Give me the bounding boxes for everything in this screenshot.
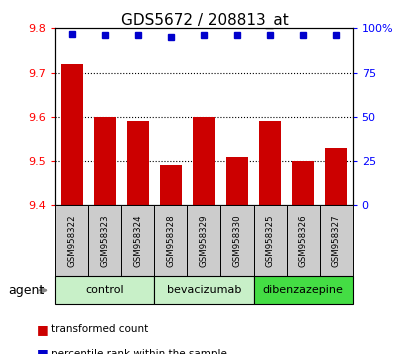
Text: GSM958328: GSM958328 [166,215,175,267]
Bar [55,276,154,304]
Bar [220,205,253,276]
Text: GDS5672 / 208813_at: GDS5672 / 208813_at [121,12,288,29]
Text: agent: agent [8,284,44,297]
Text: transformed count: transformed count [51,324,148,334]
Bar [127,121,148,205]
Bar [187,205,220,276]
Bar [154,205,187,276]
Bar [258,121,280,205]
Bar [253,205,286,276]
Bar [292,161,313,205]
Bar [325,148,346,205]
Bar [88,205,121,276]
Bar [154,276,253,304]
Bar [94,117,115,205]
Bar [193,117,214,205]
Bar [286,205,319,276]
Text: GSM958326: GSM958326 [298,215,307,267]
Text: ■: ■ [37,323,49,336]
Bar [160,165,181,205]
Bar [253,276,352,304]
Text: ■: ■ [37,348,49,354]
Bar [121,205,154,276]
Text: GSM958324: GSM958324 [133,215,142,267]
Text: GSM958330: GSM958330 [232,215,241,267]
Text: control: control [85,285,124,295]
Text: dibenzazepine: dibenzazepine [262,285,343,295]
Text: bevacizumab: bevacizumab [166,285,240,295]
Bar [226,156,247,205]
Text: GSM958323: GSM958323 [100,215,109,267]
Bar [55,205,88,276]
Bar [61,64,82,205]
Text: percentile rank within the sample: percentile rank within the sample [51,349,227,354]
Text: GSM958327: GSM958327 [331,215,340,267]
Text: GSM958325: GSM958325 [265,215,274,267]
Text: GSM958329: GSM958329 [199,215,208,267]
Text: GSM958322: GSM958322 [67,215,76,267]
Bar [319,205,352,276]
